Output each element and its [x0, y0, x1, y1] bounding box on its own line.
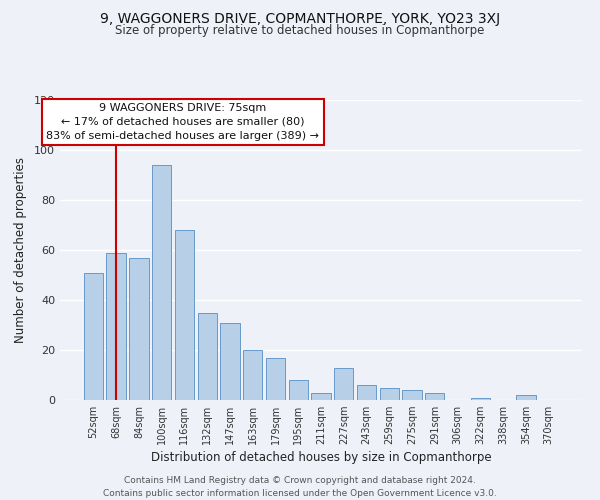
Bar — [425, 392, 445, 400]
Bar — [470, 398, 490, 400]
Bar — [516, 395, 536, 400]
Bar — [334, 368, 353, 400]
Bar — [311, 392, 331, 400]
Bar — [220, 322, 239, 400]
Y-axis label: Number of detached properties: Number of detached properties — [14, 157, 27, 343]
Bar — [106, 252, 126, 400]
Text: Contains HM Land Registry data © Crown copyright and database right 2024.
Contai: Contains HM Land Registry data © Crown c… — [103, 476, 497, 498]
Text: 9 WAGGONERS DRIVE: 75sqm
← 17% of detached houses are smaller (80)
83% of semi-d: 9 WAGGONERS DRIVE: 75sqm ← 17% of detach… — [46, 103, 319, 141]
Bar — [197, 312, 217, 400]
Text: 9, WAGGONERS DRIVE, COPMANTHORPE, YORK, YO23 3XJ: 9, WAGGONERS DRIVE, COPMANTHORPE, YORK, … — [100, 12, 500, 26]
Bar — [175, 230, 194, 400]
Bar — [289, 380, 308, 400]
Bar — [129, 258, 149, 400]
Text: Size of property relative to detached houses in Copmanthorpe: Size of property relative to detached ho… — [115, 24, 485, 37]
Bar — [243, 350, 262, 400]
X-axis label: Distribution of detached houses by size in Copmanthorpe: Distribution of detached houses by size … — [151, 452, 491, 464]
Bar — [152, 165, 172, 400]
Bar — [357, 385, 376, 400]
Bar — [84, 272, 103, 400]
Bar — [403, 390, 422, 400]
Bar — [266, 358, 285, 400]
Bar — [380, 388, 399, 400]
